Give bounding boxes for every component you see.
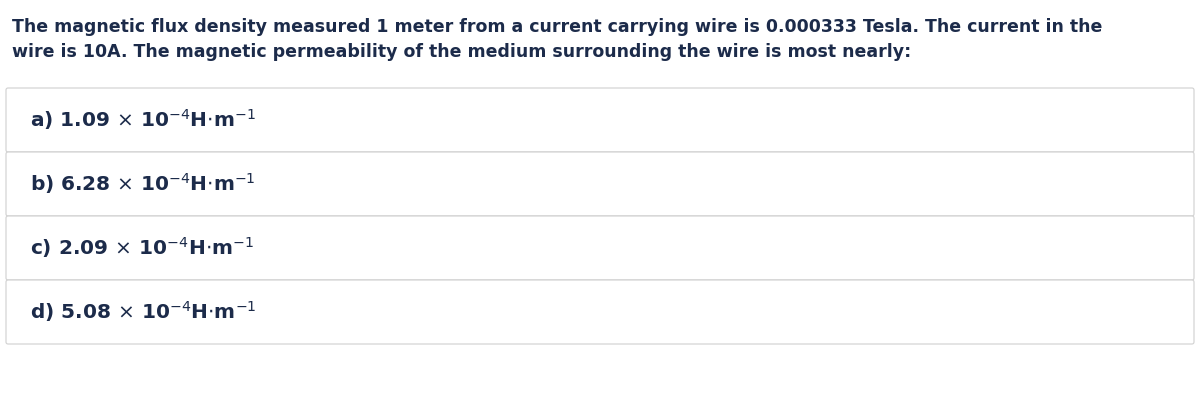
FancyBboxPatch shape [6,152,1194,216]
Text: wire is 10A. The magnetic permeability of the medium surrounding the wire is mos: wire is 10A. The magnetic permeability o… [12,43,911,61]
FancyBboxPatch shape [6,88,1194,152]
Text: b) 6.28 $\times$ 10$^{-4}$H$\cdot$m$^{-1}$: b) 6.28 $\times$ 10$^{-4}$H$\cdot$m$^{-1… [30,172,256,197]
Text: d) 5.08 $\times$ 10$^{-4}$H$\cdot$m$^{-1}$: d) 5.08 $\times$ 10$^{-4}$H$\cdot$m$^{-1… [30,300,257,324]
Text: The magnetic flux density measured 1 meter from a current carrying wire is 0.000: The magnetic flux density measured 1 met… [12,18,1103,36]
Text: c) 2.09 $\times$ 10$^{-4}$H$\cdot$m$^{-1}$: c) 2.09 $\times$ 10$^{-4}$H$\cdot$m$^{-1… [30,236,254,260]
Text: a) 1.09 $\times$ 10$^{-4}$H$\cdot$m$^{-1}$: a) 1.09 $\times$ 10$^{-4}$H$\cdot$m$^{-1… [30,107,256,133]
FancyBboxPatch shape [6,280,1194,344]
FancyBboxPatch shape [6,216,1194,280]
